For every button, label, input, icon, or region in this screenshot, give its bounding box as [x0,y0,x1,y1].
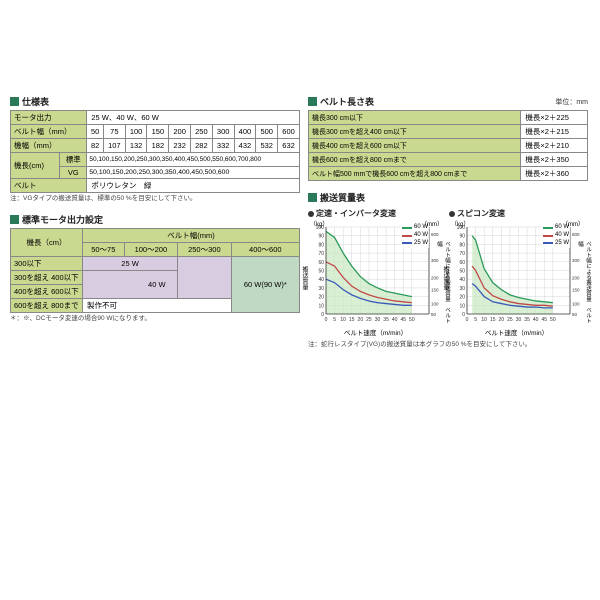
beltlen-val: 機長×2＋225 [521,111,588,125]
svg-text:90: 90 [318,234,324,240]
beltlen-table: 機長300 cm以下機長×2＋225機長300 cmを超え400 cm以下機長×… [308,110,588,181]
chart1: 0102030405060708090100051015202530354045… [308,221,443,326]
svg-text:15: 15 [349,317,355,323]
svg-text:70: 70 [459,251,465,257]
svg-text:25: 25 [366,317,372,323]
svg-text:45: 45 [400,317,406,323]
svg-text:60: 60 [459,260,465,266]
svg-text:10: 10 [340,317,346,323]
belt-val: ポリウレタン 緑 [87,179,300,193]
convey-note: 注：蛇行レスタイプ(VG)の搬送質量は本グラフの50 %を目安にして下さい。 [308,341,588,349]
vg-val: 50,100,150,200,250,300,350,400,450,500,6… [87,167,300,179]
mach-len-label: 機長(cm) [11,153,60,179]
chart1-block: 定速・インバータ変速 01020304050607080901000510152… [308,208,443,337]
svg-text:20: 20 [358,317,364,323]
motor-out-label: モータ出力 [11,111,87,125]
svg-text:15: 15 [490,317,496,323]
std-label: 標準 [60,153,87,167]
square-icon [10,215,19,224]
svg-text:5: 5 [474,317,477,323]
spec-header: 仕様表 [10,95,300,108]
svg-text:80: 80 [459,242,465,248]
belt-w-label: ベルト幅（mm） [11,125,87,139]
svg-text:35: 35 [383,317,389,323]
beltlen-cond: ベルト幅500 mmで機長600 cmを超え800 cmまで [309,167,521,181]
svg-text:0: 0 [325,317,328,323]
svg-text:5: 5 [333,317,336,323]
chart2-title: スピコン変速 [449,208,584,219]
right-column: ベルト長さ表 単位：mm 機長300 cm以下機長×2＋225機長300 cmを… [308,95,588,349]
vg-label: VG [60,167,87,179]
beltlen-cond: 機長600 cmを超え800 cmまで [309,153,521,167]
svg-text:600: 600 [431,232,439,237]
svg-text:20: 20 [499,317,505,323]
svg-text:30: 30 [318,286,324,292]
svg-text:80: 80 [318,242,324,248]
svg-text:30: 30 [375,317,381,323]
chart2: 0102030405060708090100051015202530354045… [449,221,584,326]
beltlen-val: 機長×2＋360 [521,167,588,181]
motor-out-val: 25 W、40 W、60 W [87,111,300,125]
svg-text:30: 30 [459,286,465,292]
svg-text:10: 10 [459,303,465,309]
svg-text:50: 50 [409,317,415,323]
chart2-block: スピコン変速 010203040506070809010005101520253… [449,208,584,337]
motor-header: 標準モータ出力設定 [10,213,300,226]
beltlen-title: ベルト長さ表 [320,95,374,108]
beltlen-cond: 機長300 cmを超え400 cm以下 [309,125,521,139]
std-val: 50,100,150,200,250,300,350,400,450,500,5… [87,153,300,167]
motor-title: 標準モータ出力設定 [22,213,103,226]
convey-title: 搬送質量表 [320,191,365,204]
spec-table: モータ出力 25 W、40 W、60 W ベルト幅（mm） 5075100150… [10,110,300,193]
svg-text:40: 40 [533,317,539,323]
svg-text:90: 90 [459,234,465,240]
belt-label: ベルト [11,179,87,193]
svg-text:10: 10 [318,303,324,309]
charts-row: 定速・インバータ変速 01020304050607080901000510152… [308,208,588,337]
svg-text:50: 50 [550,317,556,323]
beltlen-val: 機長×2＋210 [521,139,588,153]
motor-row-label: 機長（cm） [11,228,83,256]
svg-text:50: 50 [318,269,324,275]
svg-text:25: 25 [507,317,513,323]
page-container: 仕様表 モータ出力 25 W、40 W、60 W ベルト幅（mm） 507510… [0,0,600,359]
square-icon [308,97,317,106]
svg-text:45: 45 [541,317,547,323]
beltlen-cond: 機長400 cmを超え600 cm以下 [309,139,521,153]
chart1-title: 定速・インバータ変速 [308,208,443,219]
left-column: 仕様表 モータ出力 25 W、40 W、60 W ベルト幅（mm） 507510… [10,95,300,349]
svg-text:35: 35 [524,317,530,323]
chart1-xlabel: ベルト速度（m/min） [308,327,443,337]
beltlen-header: ベルト長さ表 単位：mm [308,95,588,108]
beltlen-cond: 機長300 cm以下 [309,111,521,125]
svg-text:50: 50 [459,269,465,275]
motor-table: 機長（cm） ベルト幅(mm) 50～75 100～200 250～300 40… [10,228,300,313]
motor-col-group: ベルト幅(mm) [83,228,300,242]
svg-text:70: 70 [318,251,324,257]
svg-text:40: 40 [318,277,324,283]
svg-text:30: 30 [516,317,522,323]
mach-w-label: 機幅（mm） [11,139,87,153]
spec-title: 仕様表 [22,95,49,108]
convey-header: 搬送質量表 [308,191,588,204]
svg-text:40: 40 [392,317,398,323]
svg-text:20: 20 [318,295,324,301]
svg-text:20: 20 [459,295,465,301]
square-icon [10,97,19,106]
beltlen-unit: 単位：mm [555,97,588,107]
svg-text:0: 0 [466,317,469,323]
chart2-xlabel: ベルト速度（m/min） [449,327,584,337]
beltlen-val: 機長×2＋215 [521,125,588,139]
motor-note: ＊：※、DCモータ変速の場合90 Wになります。 [10,315,300,323]
spec-note: 注：VGタイプの搬送質量は、標準の50 %を目安にして下さい。 [10,195,300,203]
square-icon [308,193,317,202]
svg-text:600: 600 [572,232,580,237]
beltlen-val: 機長×2＋350 [521,153,588,167]
svg-text:60: 60 [318,260,324,266]
svg-text:10: 10 [481,317,487,323]
svg-text:40: 40 [459,277,465,283]
